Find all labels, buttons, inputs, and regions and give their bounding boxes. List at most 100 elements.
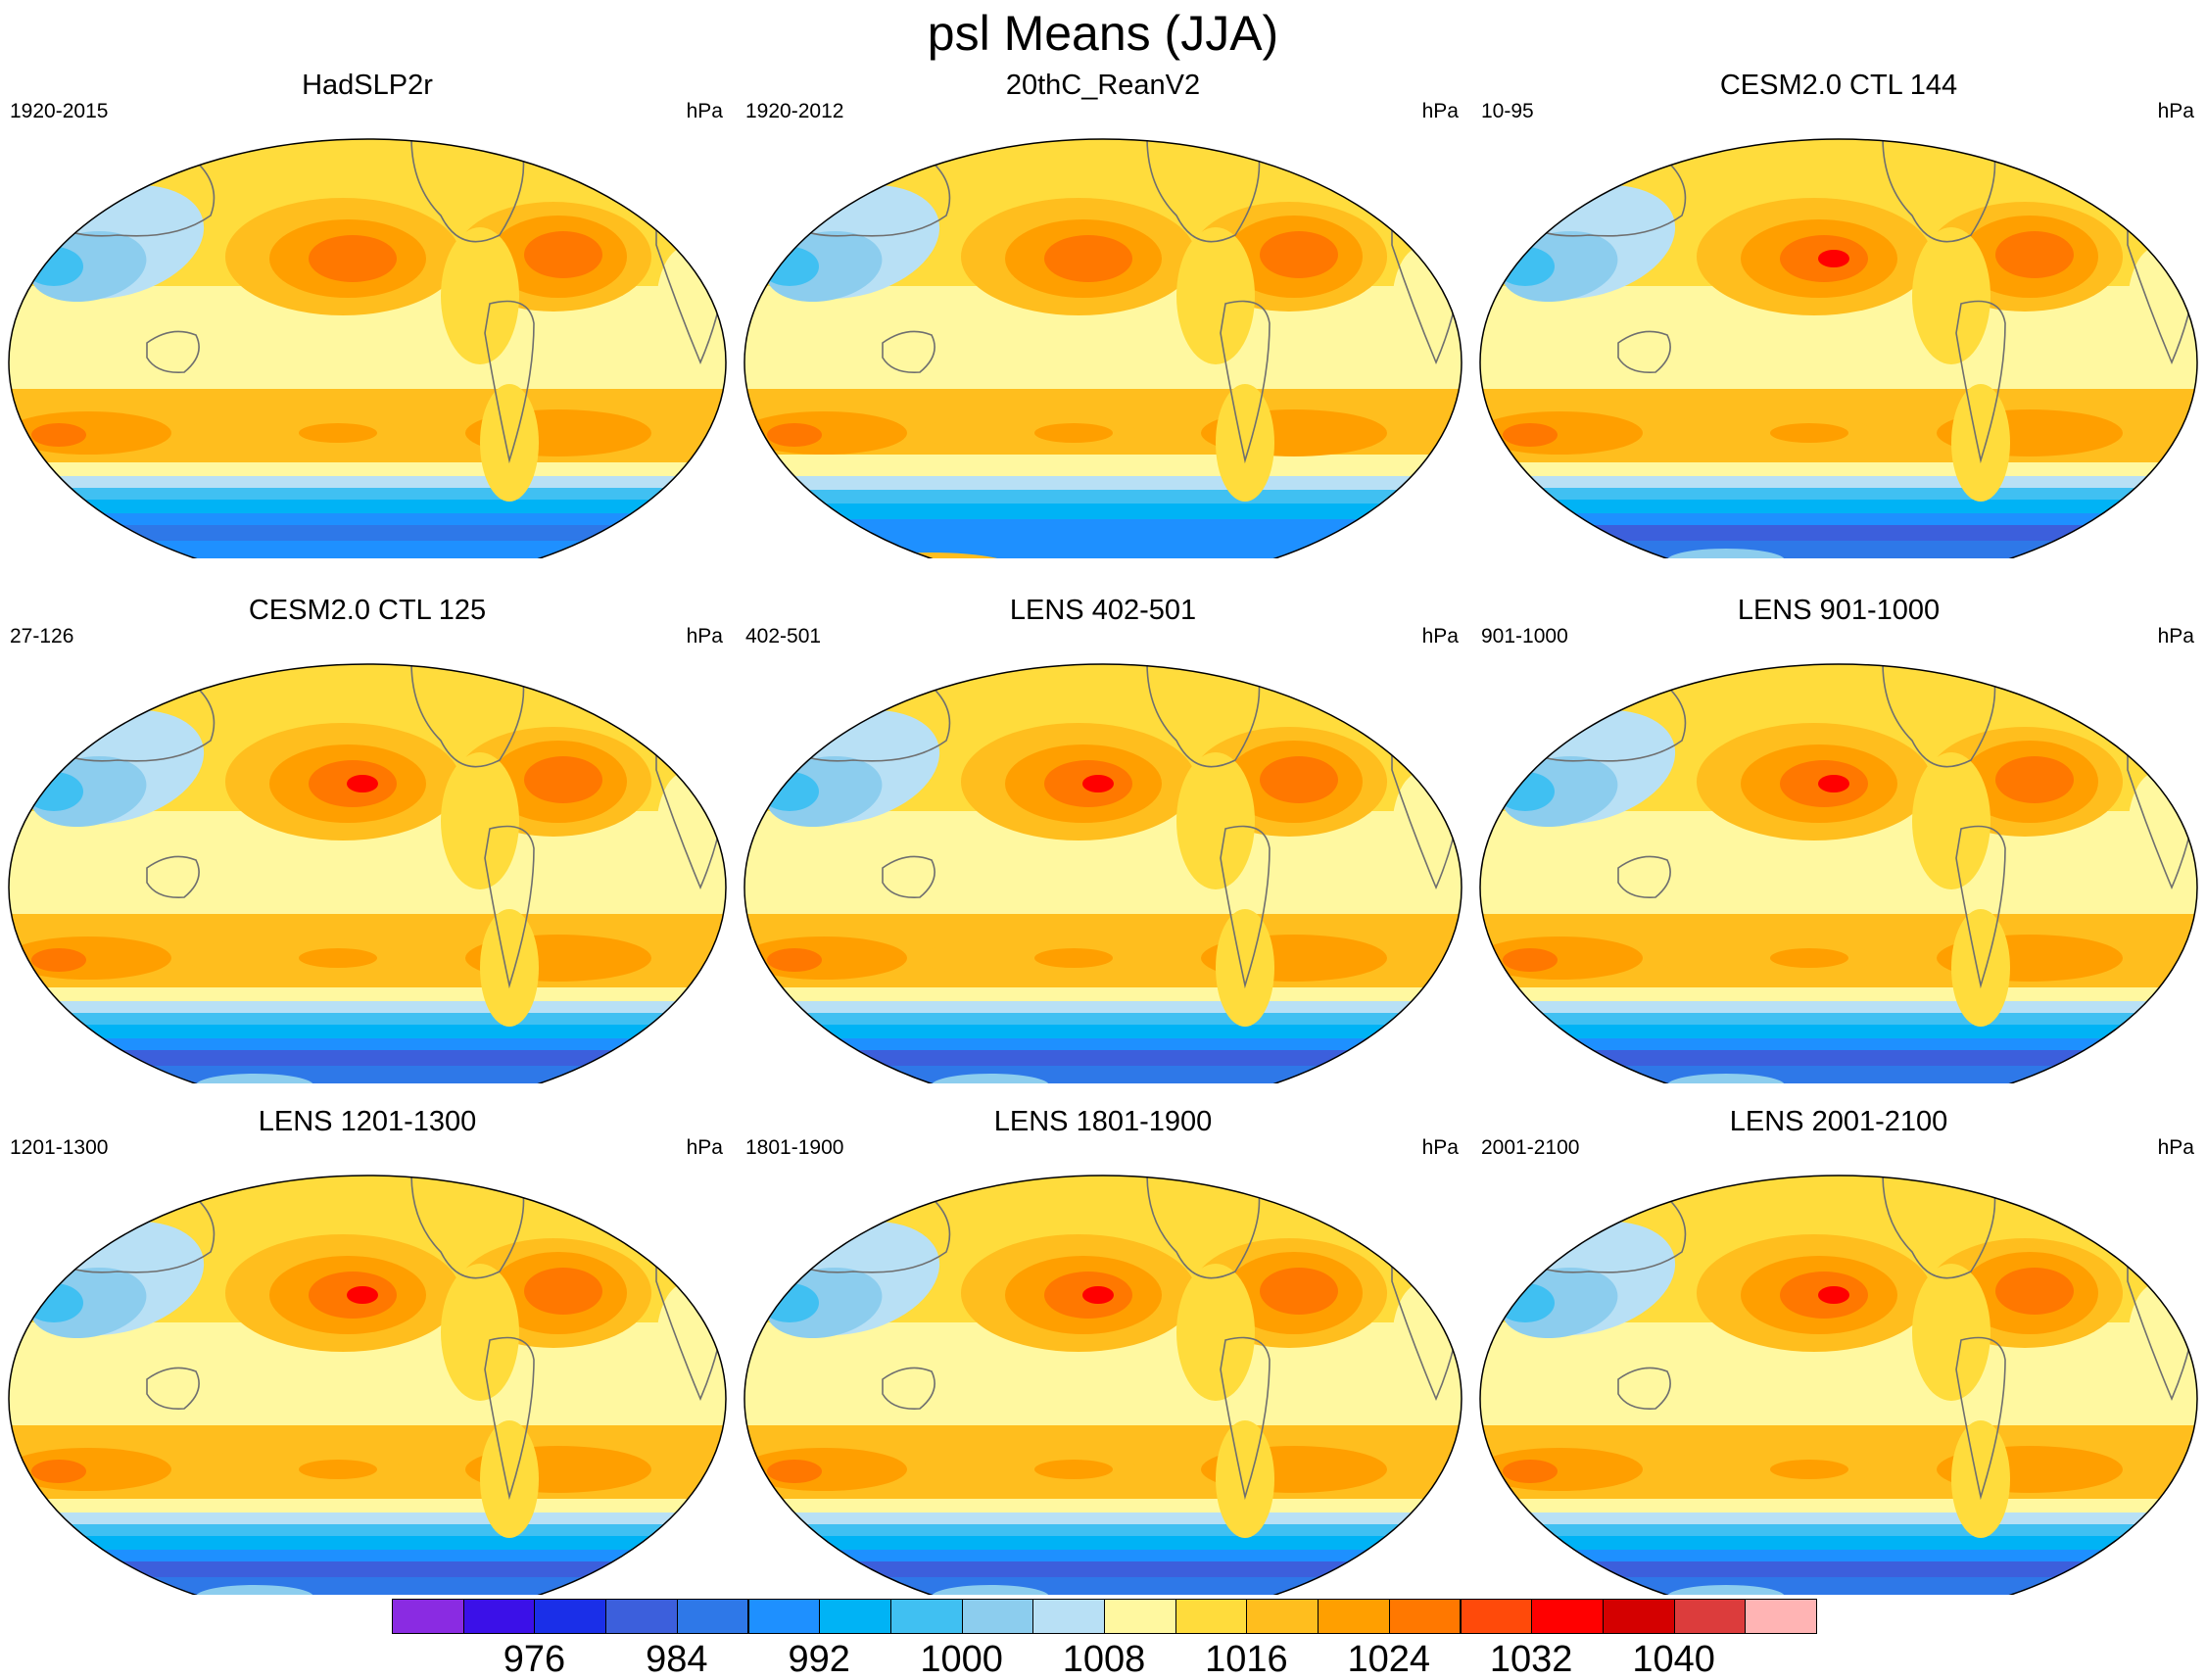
high-azores	[1995, 1268, 2074, 1315]
land-south-america	[1951, 1420, 2010, 1538]
band-1004	[9, 476, 726, 488]
band-996	[1480, 1524, 2197, 1536]
high-south-indian	[744, 936, 907, 980]
psl-map	[1479, 138, 2198, 558]
land-north-america	[1176, 1264, 1255, 1401]
colorbar-swatch	[1246, 1599, 1319, 1634]
coastline-north-america	[1146, 139, 1261, 243]
band-antarctic	[9, 1577, 726, 1595]
coastline-australia	[1617, 855, 1671, 899]
panel-title: CESM2.0 CTL 144	[1719, 70, 1958, 101]
band-antarctic	[744, 1577, 1462, 1595]
panel-units: hPa	[1421, 1136, 1459, 1159]
psl-map	[8, 663, 727, 1083]
high-north-pacific-core	[1818, 775, 1849, 792]
antarctic-feature	[932, 1074, 1049, 1083]
coastline-australia	[1617, 330, 1671, 374]
panel-units: hPa	[2157, 1136, 2194, 1159]
colorbar: 976 984 992 1000 1008 1016 1024 1032 1040	[392, 1599, 1817, 1680]
land-north-america	[1912, 227, 1990, 364]
band-1004	[744, 476, 1462, 490]
panel-units: hPa	[686, 100, 723, 122]
high-north-pacific	[309, 235, 397, 282]
coastline-north-america	[410, 664, 525, 768]
coastline-south-america	[1220, 1336, 1271, 1501]
land-north-america	[441, 1264, 519, 1401]
panel-period: 1201-1300	[10, 1136, 109, 1159]
band-arctic	[1480, 664, 2197, 723]
coastline-australia	[882, 855, 935, 899]
panel-units: hPa	[2157, 100, 2194, 122]
band-1004	[1480, 1001, 2197, 1013]
band-996	[1480, 1013, 2197, 1025]
band-988	[9, 513, 726, 525]
psl-map	[8, 138, 727, 558]
psl-map	[743, 663, 1463, 1083]
map-border	[1479, 663, 2198, 1083]
colorbar-swatch	[1175, 1599, 1248, 1634]
colorbar-swatch	[1673, 1599, 1747, 1634]
colorbar-swatch	[889, 1599, 963, 1634]
band-996	[744, 490, 1462, 504]
high-south-indian	[1480, 936, 1643, 980]
land-south-america	[1216, 909, 1274, 1027]
band-992	[1480, 1025, 2197, 1038]
psl-map	[743, 138, 1463, 558]
figure-title: psl Means (JJA)	[927, 6, 1279, 61]
colorbar-swatch	[961, 1599, 1034, 1634]
panel-units: hPa	[686, 1136, 723, 1159]
panel-title: LENS 901-1000	[1737, 595, 1941, 626]
land-south-america	[480, 384, 539, 502]
band-996	[9, 1524, 726, 1536]
band-992	[744, 504, 1462, 519]
land-south-america	[1951, 909, 2010, 1027]
panel-period: 1920-2012	[745, 100, 844, 122]
high-azores	[1260, 231, 1338, 278]
coastline-australia	[1617, 1367, 1671, 1411]
high-south-pacific	[186, 1448, 402, 1491]
colorbar-swatch	[605, 1599, 678, 1634]
map-border	[1479, 1175, 2198, 1595]
antarctic-feature	[196, 1585, 313, 1595]
band-1008	[744, 1499, 1462, 1512]
high-north-pacific-core	[1818, 250, 1849, 267]
band-988	[744, 519, 1462, 537]
coastline-south-america	[1955, 300, 2006, 464]
colorbar-tick-label: 1000	[920, 1639, 1003, 1680]
band-arctic	[1480, 1176, 2197, 1234]
band-988	[9, 1550, 726, 1561]
high-core	[1770, 423, 1848, 443]
colorbar-tick-label: 1024	[1347, 1639, 1431, 1680]
colorbar-tick-label: 984	[646, 1639, 708, 1680]
high-azores	[524, 1268, 602, 1315]
high-north-pacific-core	[1818, 1286, 1849, 1304]
high-north-pacific-core	[1082, 775, 1114, 792]
coastline-south-america	[1220, 300, 1271, 464]
high-south-indian	[1480, 1448, 1643, 1491]
high-south-indian	[1480, 411, 1643, 455]
colorbar-swatch	[1460, 1599, 1533, 1634]
band-992	[9, 500, 726, 513]
high-south-indian	[9, 411, 171, 455]
panel-title: HadSLP2r	[302, 70, 433, 101]
high-south-pacific	[1657, 936, 1873, 980]
map-panel: LENS 1801-1900 1801-1900 hPa	[736, 1105, 1470, 1595]
antarctic-feature	[1667, 1074, 1785, 1083]
band-1008	[9, 1499, 726, 1512]
land-south-america	[480, 909, 539, 1027]
coastline-australia	[146, 330, 200, 374]
high-core	[767, 948, 822, 972]
colorbar-swatch	[1318, 1599, 1390, 1634]
band-996	[9, 1013, 726, 1025]
land-north-america	[441, 752, 519, 889]
band-southern-trough	[1480, 1561, 2197, 1577]
coastline-north-america	[1882, 1176, 1996, 1279]
band-southern-trough	[9, 1050, 726, 1066]
coastline-australia	[882, 1367, 935, 1411]
colorbar-swatch	[676, 1599, 749, 1634]
band-1008	[1480, 462, 2197, 476]
band-1004	[1480, 476, 2197, 488]
panel-title: CESM2.0 CTL 125	[248, 595, 487, 626]
high-core	[1034, 948, 1113, 968]
band-992	[9, 1536, 726, 1550]
